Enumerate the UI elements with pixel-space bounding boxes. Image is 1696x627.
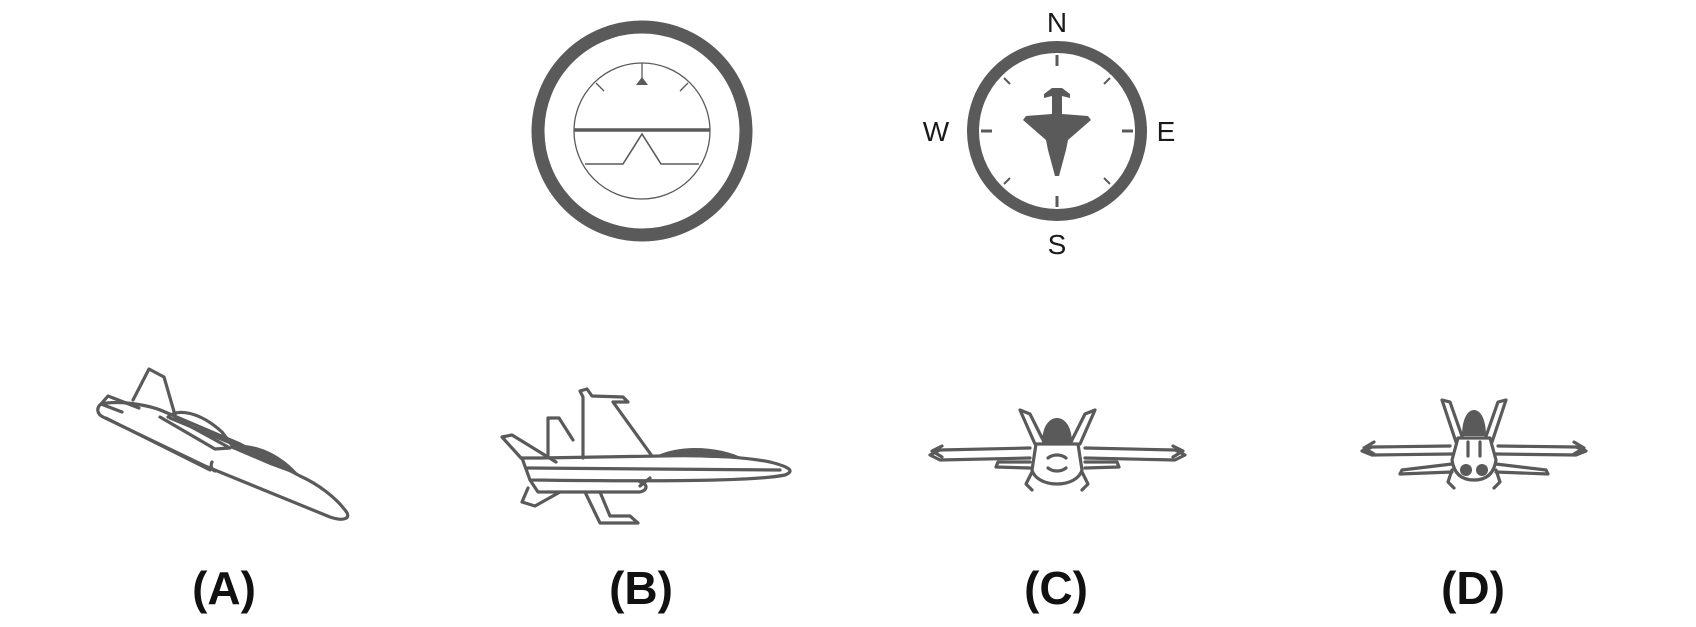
compass-south-label: S [1048, 229, 1067, 260]
option-b-label[interactable]: (B) [609, 562, 673, 614]
airplane-icon [1023, 88, 1091, 176]
heading-indicator-icon: N S W E [923, 7, 1176, 260]
option-c-label[interactable]: (C) [1024, 562, 1088, 614]
option-a-label[interactable]: (A) [192, 562, 256, 614]
compass-north-label: N [1047, 7, 1067, 38]
jet-icon-option-c [928, 408, 1187, 492]
jet-icon-option-a [96, 367, 350, 521]
compass-west-label: W [923, 116, 950, 147]
jet-icon-option-b [500, 387, 792, 525]
jet-icon-option-d [1360, 398, 1588, 490]
attitude-indicator-icon [531, 20, 753, 242]
option-d-label[interactable]: (D) [1441, 562, 1505, 614]
compass-east-label: E [1157, 116, 1176, 147]
